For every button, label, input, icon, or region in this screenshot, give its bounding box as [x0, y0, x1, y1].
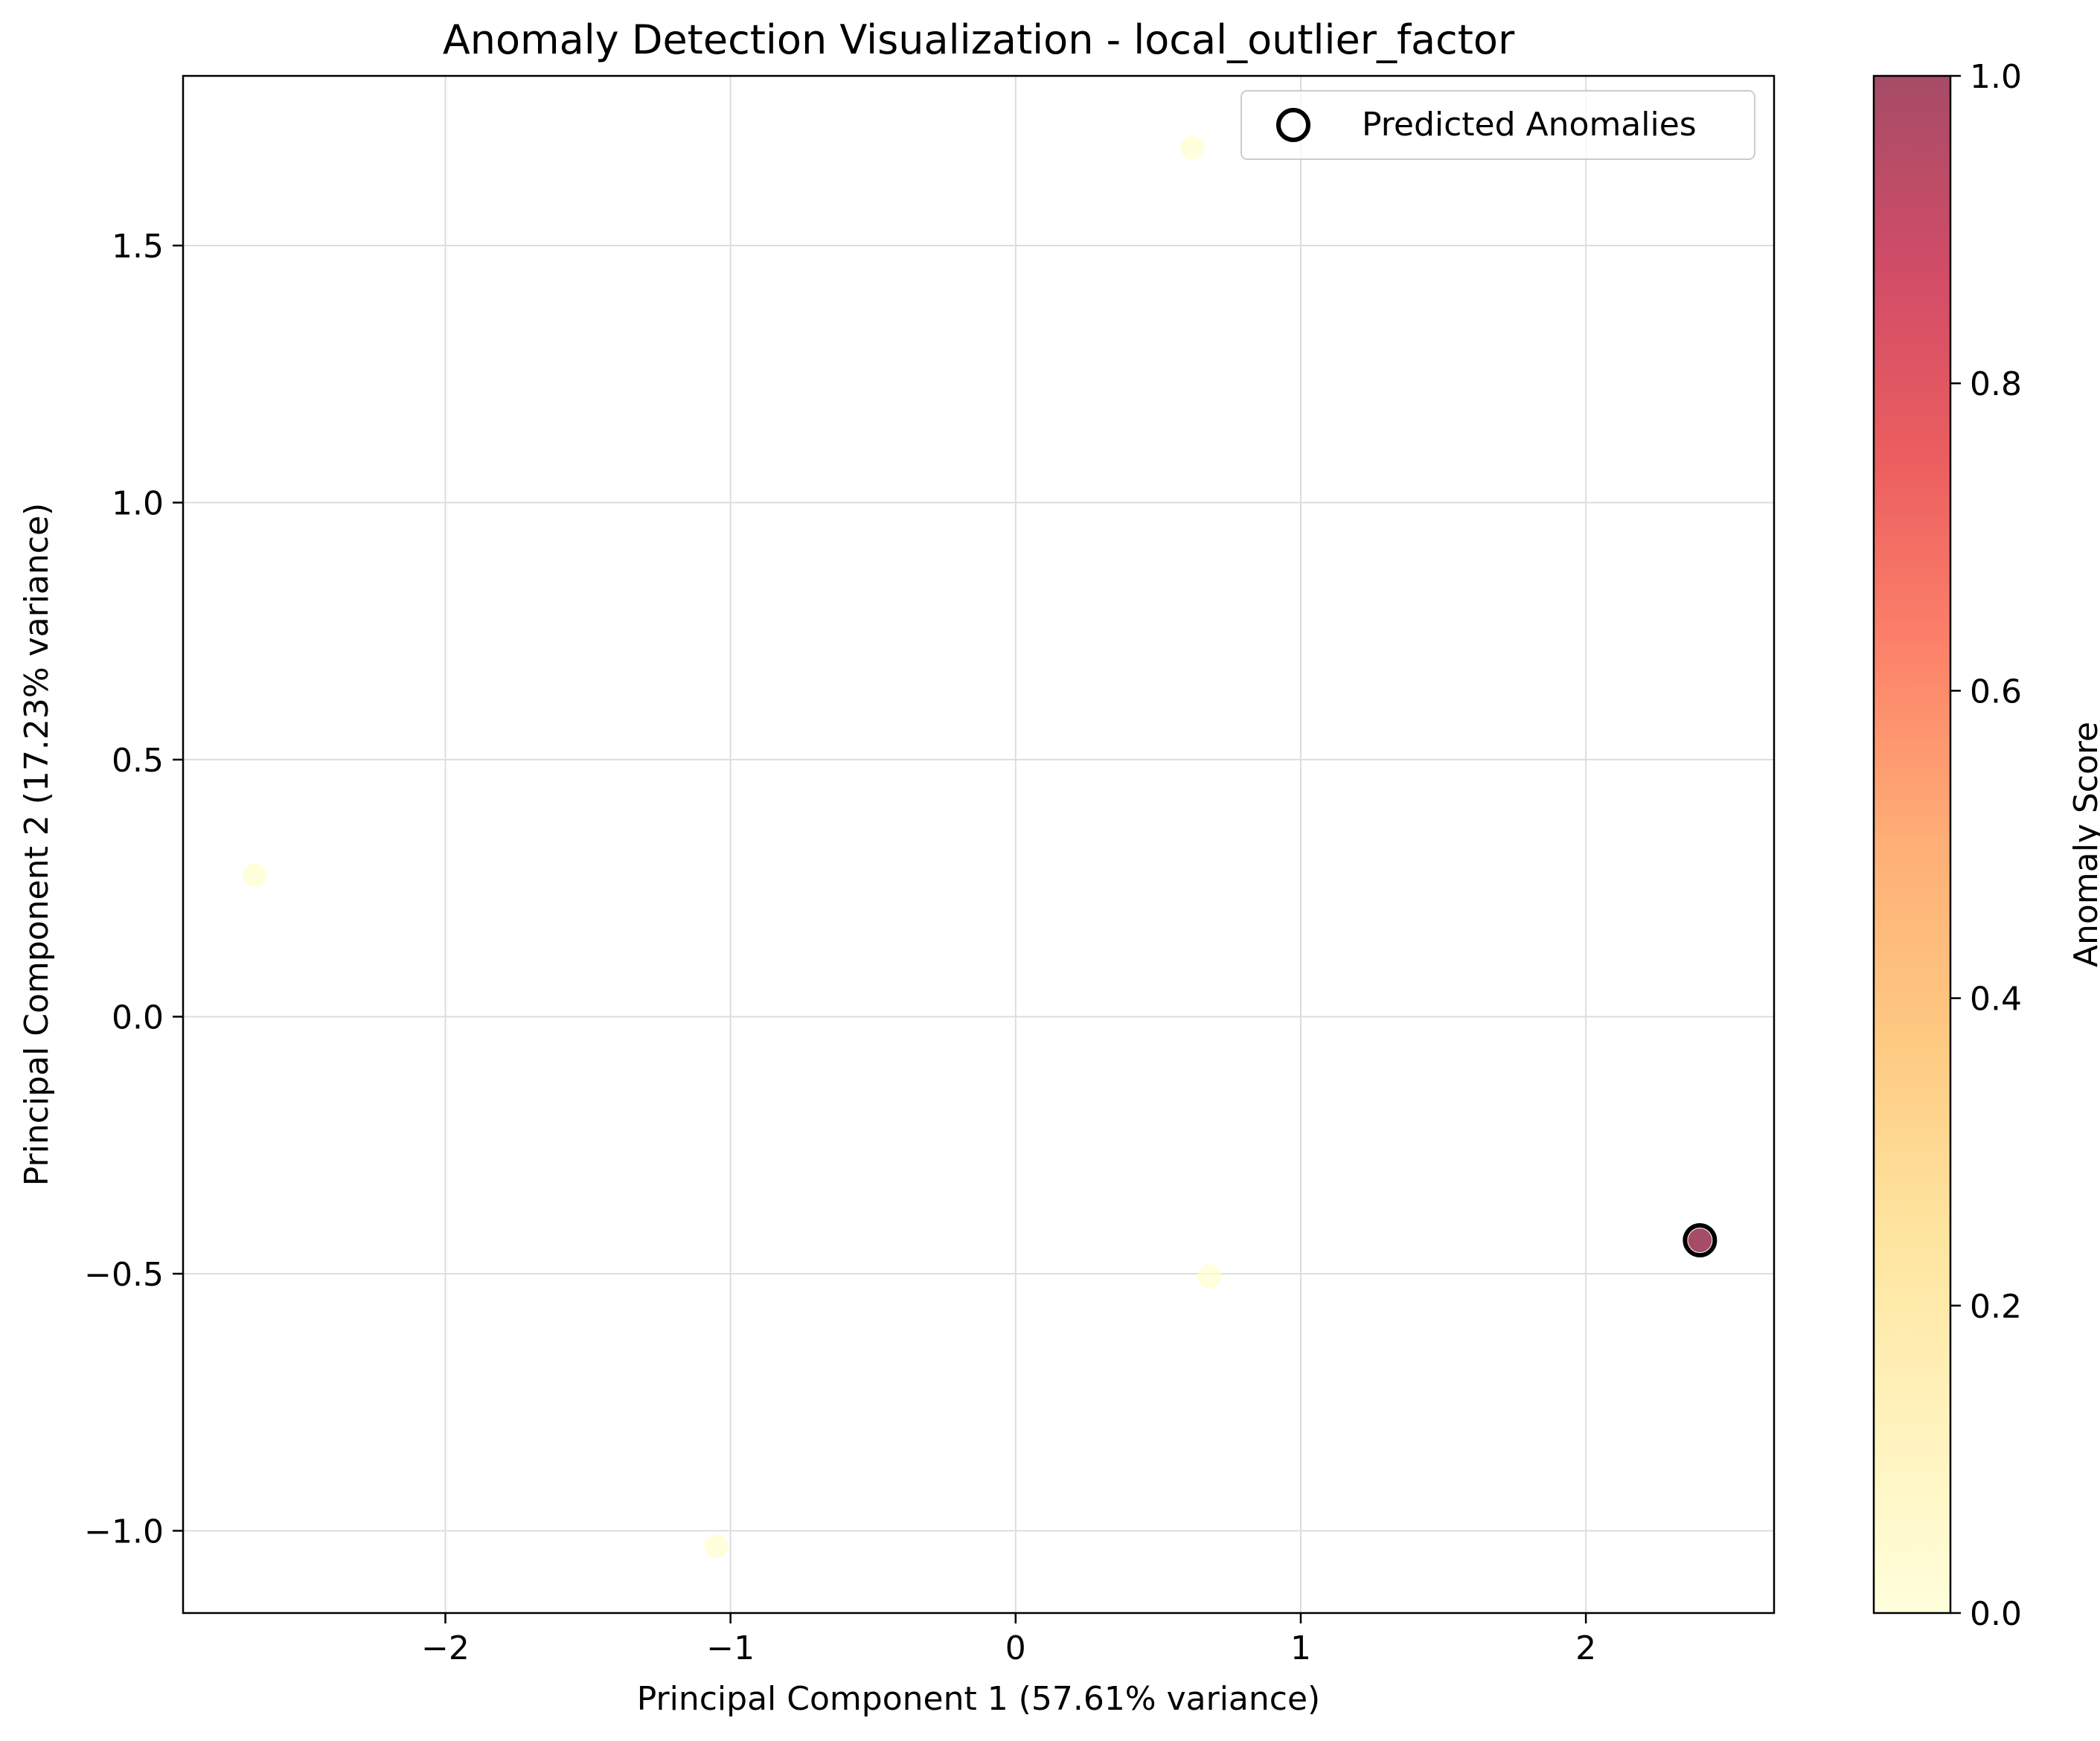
colorbar-tick-label: 0.0	[1970, 1595, 2022, 1633]
chart-title: Anomaly Detection Visualization - local_…	[443, 16, 1515, 63]
data-point	[1688, 1228, 1712, 1253]
colorbar: 0.0 0.2 0.4 0.6 0.8 1.0 Anomaly Score	[1872, 58, 2100, 1633]
y-tick-label: 1.0	[112, 485, 164, 523]
plot-frame	[182, 74, 1776, 1615]
legend-box	[1241, 90, 1755, 160]
grid-lines	[183, 76, 1774, 1613]
legend: Predicted Anomalies	[1241, 90, 1755, 160]
colorbar-gradient	[1874, 76, 1950, 1613]
anomaly-markers	[1683, 1223, 1718, 1258]
legend-anomaly-marker-icon	[1276, 108, 1310, 142]
colorbar-frame	[1872, 74, 1952, 1615]
data-points	[242, 135, 1712, 1559]
y-tick-label: −1.0	[84, 1513, 164, 1551]
colorbar-tick-label: 0.4	[1970, 981, 2022, 1019]
x-axis-label: Principal Component 1 (57.61% variance)	[637, 1680, 1320, 1718]
x-tick-label: 2	[1575, 1629, 1596, 1667]
x-tick-label: −1	[706, 1629, 755, 1667]
colorbar-tick-label: 0.8	[1970, 365, 2022, 403]
anomaly-marker	[1683, 1223, 1718, 1258]
x-tick-label: −2	[421, 1629, 470, 1667]
colorbar-tick-label: 0.2	[1970, 1288, 2022, 1326]
y-tick-label: −0.5	[84, 1256, 164, 1294]
plot-area	[182, 74, 1776, 1615]
legend-entry-label: Predicted Anomalies	[1362, 106, 1697, 144]
plot-background	[183, 76, 1774, 1613]
y-tick-label: 1.5	[112, 228, 164, 266]
colorbar-label: Anomaly Score	[2067, 722, 2100, 967]
data-point	[242, 863, 266, 888]
x-tick-label: 0	[1005, 1629, 1026, 1667]
colorbar-ticks: 0.0 0.2 0.4 0.6 0.8 1.0	[1950, 58, 2022, 1633]
y-axis-label: Principal Component 2 (17.23% variance)	[18, 503, 56, 1186]
data-point	[1197, 1264, 1222, 1289]
x-axis: −2 −1 0 1 2	[421, 1613, 1596, 1667]
y-tick-label: 0.5	[112, 742, 164, 780]
x-tick-label: 1	[1290, 1629, 1311, 1667]
y-tick-label: 0.0	[112, 998, 164, 1036]
data-point	[704, 1534, 729, 1559]
y-axis: −1.0 −0.5 0.0 0.5 1.0 1.5	[84, 228, 183, 1551]
colorbar-tick-label: 1.0	[1970, 58, 2022, 96]
colorbar-tick-label: 0.6	[1970, 673, 2022, 711]
data-point	[1180, 135, 1205, 160]
